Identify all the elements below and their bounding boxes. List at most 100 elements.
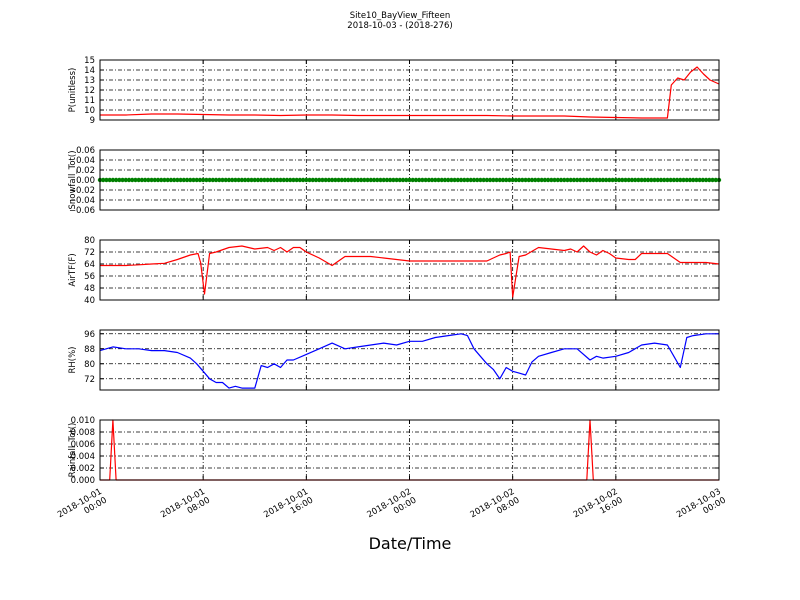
data-point [462, 177, 467, 183]
data-point [603, 177, 609, 183]
data-point [649, 177, 654, 183]
data-point [658, 177, 664, 183]
panel-2: −0.06−0.04−0.020.000.020.040.06Snowfall_… [68, 146, 722, 216]
data-point [288, 177, 293, 183]
y-tick-label: 80 [84, 360, 95, 370]
data-point [691, 177, 696, 183]
data-point [449, 177, 454, 183]
data-point [481, 177, 486, 183]
data-point [117, 177, 122, 183]
data-point [120, 177, 125, 183]
data-point [313, 177, 319, 183]
x-tick-label: 2018-10-0200:00 [365, 487, 418, 529]
data-point [362, 177, 367, 183]
data-point [387, 177, 393, 183]
data-point [304, 177, 309, 183]
data-point [536, 177, 541, 183]
axes-frame [99, 59, 720, 121]
y-tick-label: 0.010 [71, 416, 95, 426]
data-point [213, 177, 219, 183]
y-tick-label: 48 [84, 284, 95, 294]
y-tick-label: 40 [84, 296, 95, 306]
data-point [130, 177, 135, 183]
data-point [204, 177, 209, 183]
y-tick-label: 0.004 [71, 452, 95, 462]
data-point [381, 177, 386, 183]
data-point [668, 177, 673, 183]
data-point [281, 177, 286, 183]
data-point [178, 177, 183, 183]
data-point [494, 177, 499, 183]
y-tick-label: 0.000 [71, 476, 95, 486]
data-point [665, 177, 670, 183]
data-point [420, 177, 425, 183]
data-point [574, 177, 580, 183]
data-point [626, 177, 631, 183]
data-point [468, 177, 473, 183]
data-point [200, 177, 206, 183]
y-tick-label: 9 [90, 116, 95, 126]
data-point [452, 177, 457, 183]
data-point [491, 177, 496, 183]
data-point [223, 177, 228, 183]
y-tick-label: 80 [84, 236, 95, 246]
axes-frame [99, 149, 720, 211]
data-point [542, 177, 548, 183]
data-point [713, 177, 718, 183]
data-point [368, 177, 374, 183]
data-point [284, 177, 290, 183]
chart-subtitle: 2018-10-03 - (2018-276) [347, 21, 453, 31]
data-point [358, 177, 364, 183]
data-point [207, 177, 212, 183]
axes-frame [99, 239, 720, 301]
data-point [500, 177, 506, 183]
data-point [320, 177, 325, 183]
panel-3: 40 48 56 64 72 80 AirTF(F) [68, 236, 720, 306]
data-point [249, 177, 254, 183]
data-point [578, 177, 583, 183]
panel-4: 72 80 88 96 RH(%) [68, 329, 720, 391]
y-tick-label: 64 [84, 260, 95, 270]
data-point [152, 177, 158, 183]
data-point [545, 177, 551, 183]
x-axis-label: Date/Time [368, 534, 452, 553]
data-point [642, 177, 648, 183]
x-tick-label: 2018-10-0208:00 [469, 487, 522, 529]
series-line [99, 333, 719, 389]
data-point [613, 177, 619, 183]
y-axis-label: P(unitless) [68, 68, 78, 113]
data-point [632, 177, 638, 183]
y-tick-label: 14 [84, 66, 95, 76]
axes-frame [99, 419, 720, 481]
x-tick-label: 2018-10-0100:00 [56, 487, 109, 529]
y-tick-label: 12 [84, 86, 95, 96]
data-point [581, 177, 586, 183]
data-point [629, 177, 635, 183]
x-tick-label: 2018-10-0116:00 [262, 487, 315, 529]
y-tick-label: 96 [84, 330, 95, 340]
data-point [265, 177, 270, 183]
data-point [110, 177, 116, 183]
data-point [616, 177, 622, 183]
data-point [591, 177, 596, 183]
data-point [400, 177, 406, 183]
data-point [239, 177, 245, 183]
y-tick-label: −0.04 [69, 196, 95, 206]
data-point [433, 177, 438, 183]
y-tick-label: 0.006 [71, 440, 95, 450]
data-point [336, 177, 341, 183]
data-point [155, 177, 161, 183]
data-point [607, 177, 612, 183]
data-point [323, 177, 328, 183]
data-point [197, 177, 203, 183]
data-point [233, 177, 238, 183]
data-point [445, 177, 451, 183]
axes-frame [99, 329, 720, 391]
data-point [394, 177, 399, 183]
data-point [258, 177, 264, 183]
y-tick-label: 0.04 [76, 156, 95, 166]
y-tick-label: 72 [84, 248, 95, 258]
data-point [562, 177, 567, 183]
data-point [242, 177, 248, 183]
data-point [123, 177, 128, 183]
